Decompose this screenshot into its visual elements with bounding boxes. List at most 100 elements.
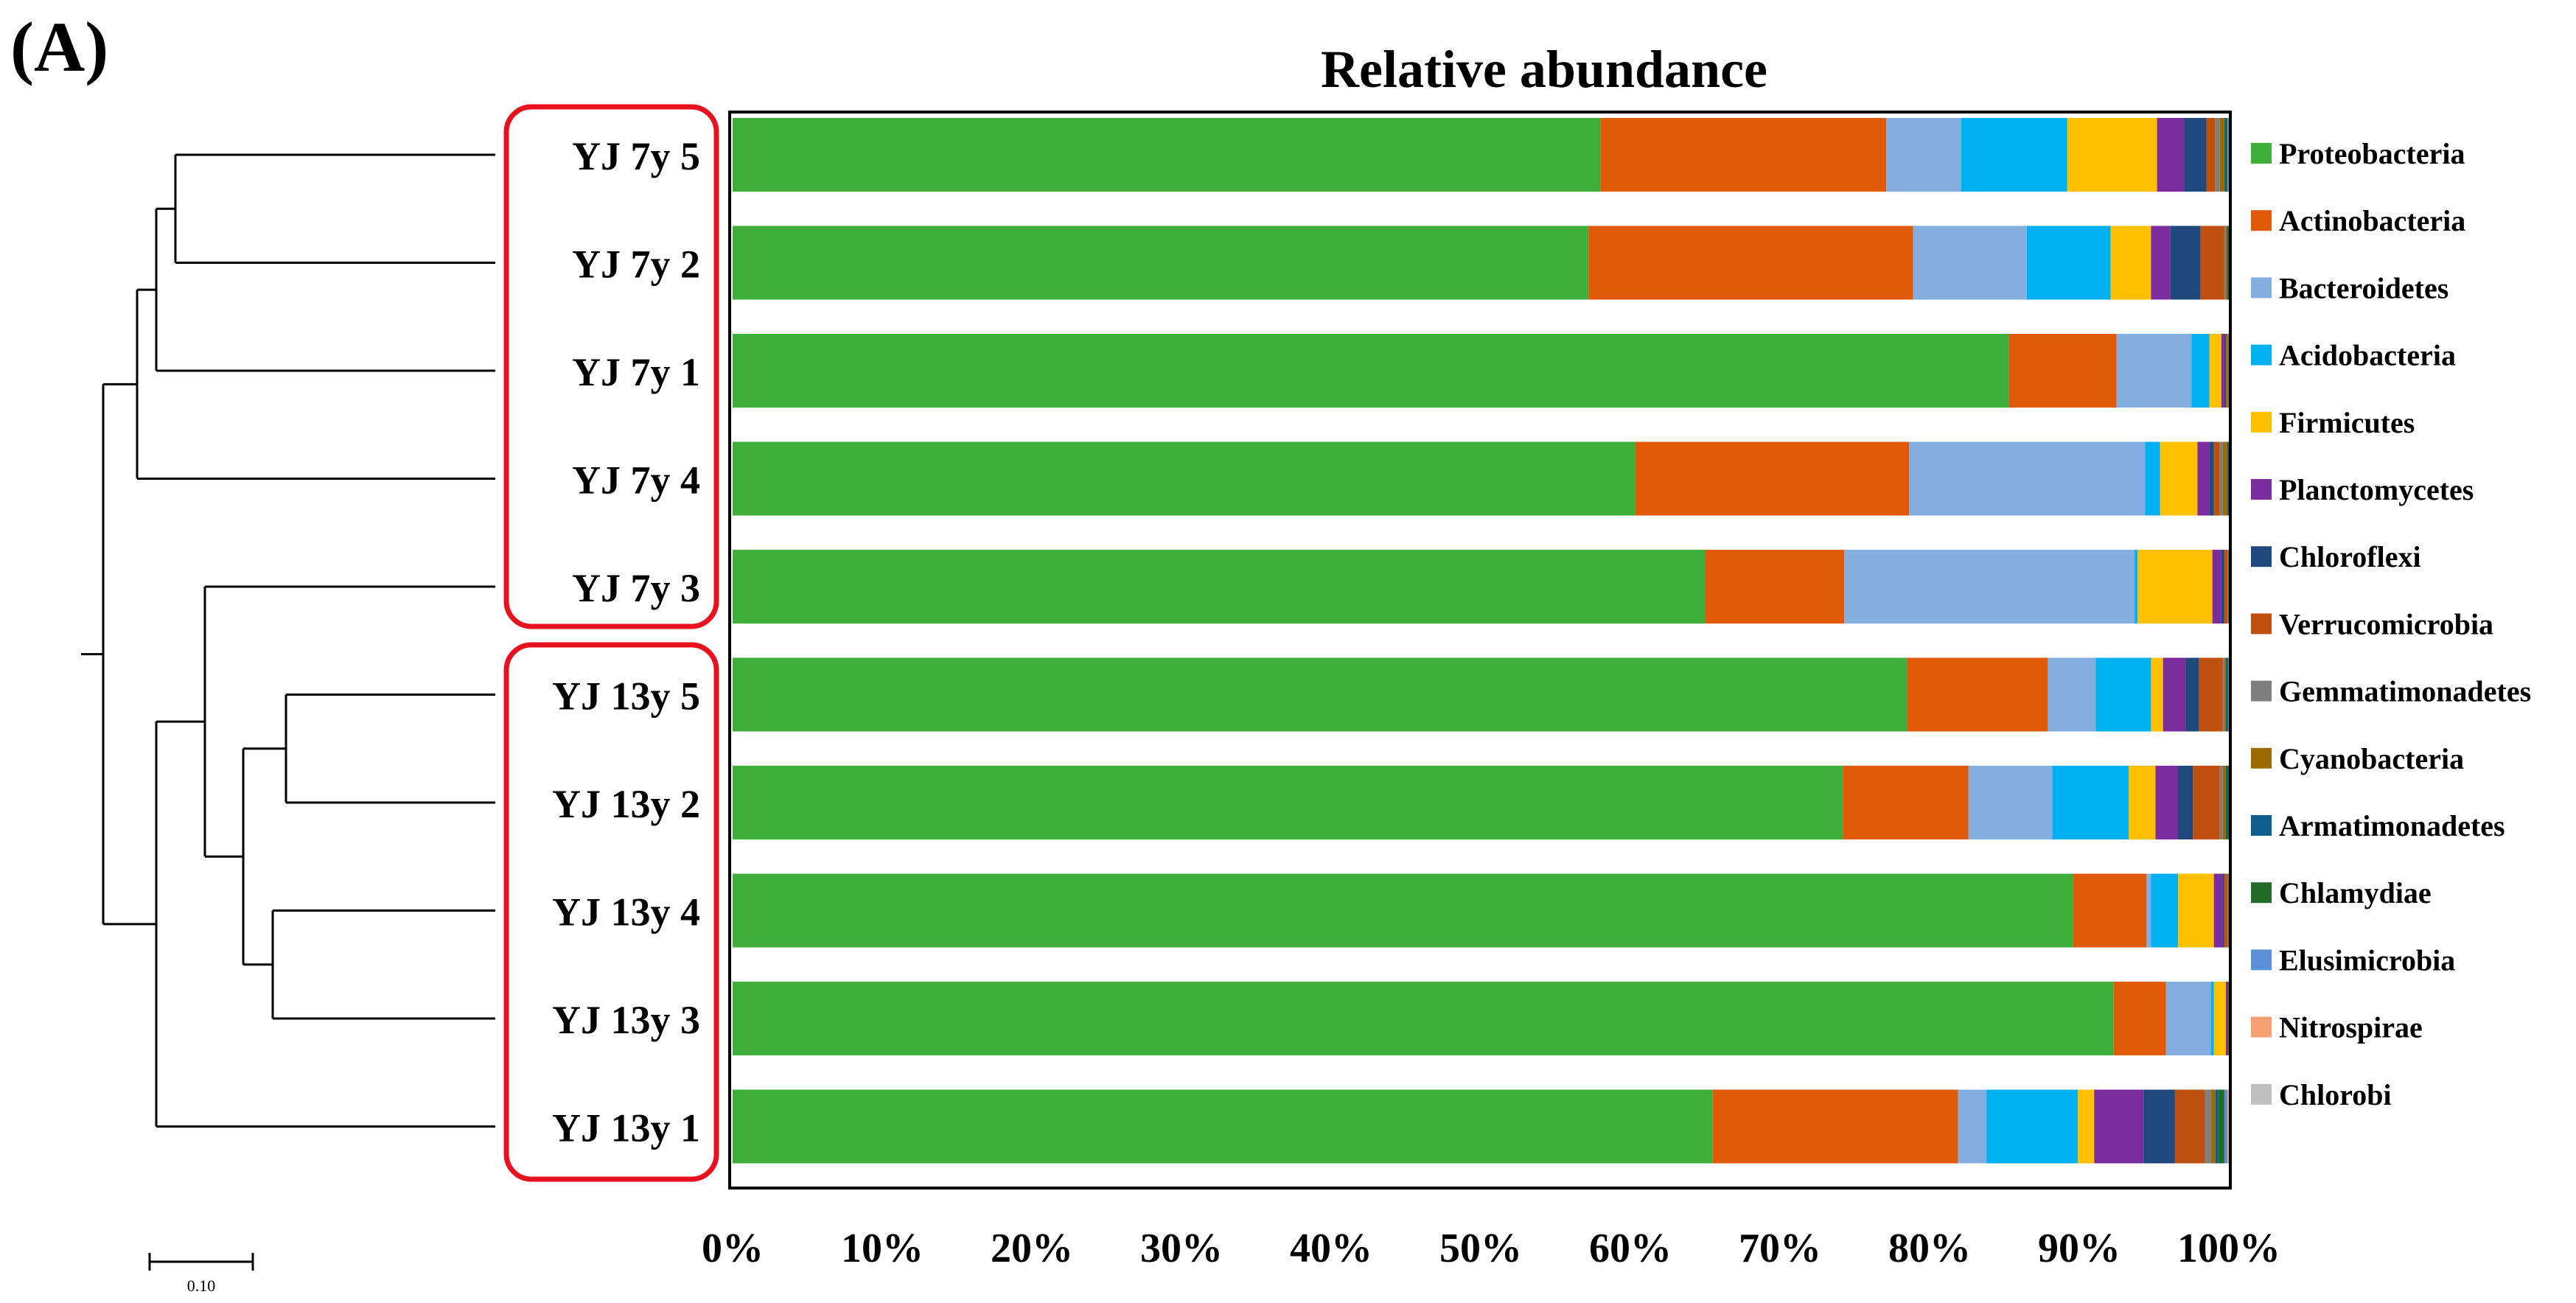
bar-segment-proteobacteria <box>733 226 1589 300</box>
bar-segment-verrucomicrobia <box>2225 334 2227 408</box>
bar-segment-cyanobacteria <box>2222 766 2226 839</box>
bar-segment-planctomycetes <box>2157 118 2185 192</box>
bar-segment-acidobacteria <box>1986 1089 2078 1164</box>
bar-row-yj-13y-5 <box>733 657 2229 732</box>
bar-segment-proteobacteria <box>733 441 1636 516</box>
bar-segment-firmicutes <box>2137 550 2213 623</box>
bar-segment-armatimonadetes <box>2225 766 2227 839</box>
bar-segment-actinobacteria <box>2008 334 2117 408</box>
bar-segment-proteobacteria <box>733 334 2009 408</box>
group-box-13y <box>503 642 719 1182</box>
bar-row-yj-13y-4 <box>733 873 2229 948</box>
legend-swatch-elusimicrobia <box>2251 949 2272 971</box>
legend-label: Actinobacteria <box>2279 204 2465 237</box>
legend-swatch-chlamydiae <box>2251 882 2272 904</box>
bar-segment-bacteroidetes <box>1844 550 2135 623</box>
bar-segment-proteobacteria <box>733 657 1907 732</box>
x-tick-label: 20% <box>991 1226 1073 1271</box>
bar-segment-verrucomicrobia <box>2174 1089 2205 1164</box>
bar-segment-gemmatimonadetes <box>2219 441 2223 516</box>
bar-segment-actinobacteria <box>1635 441 1910 516</box>
bar-segment-firmicutes <box>2128 766 2156 839</box>
bar-segment-acidobacteria <box>2026 226 2111 300</box>
legend-label: Firmicutes <box>2279 406 2415 439</box>
x-tick-label: 10% <box>841 1226 924 1271</box>
bar-segment-gemmatimonadetes <box>2227 873 2228 948</box>
legend-label: Planctomycetes <box>2279 473 2474 506</box>
bar-segment-firmicutes <box>2067 118 2157 192</box>
bar-row-yj-13y-3 <box>733 982 2229 1055</box>
bar-segment-bacteroidetes <box>2116 334 2192 408</box>
bar-segment-chlamydiae <box>2227 657 2228 732</box>
bar-segment-gemmatimonadetes <box>2215 118 2220 192</box>
bar-segment-actinobacteria <box>1705 550 1845 623</box>
chart-title: Relative abundance <box>1321 40 1767 99</box>
plot-frame <box>728 111 2232 1190</box>
bar-segment-gemmatimonadetes <box>2219 766 2223 839</box>
sample-label: YJ 7y 1 <box>572 350 700 394</box>
bar-segment-firmicutes <box>2209 334 2221 408</box>
bar-segment-planctomycetes <box>2151 226 2171 300</box>
legend-swatch-nitrospirae <box>2251 1016 2272 1038</box>
legend-swatch-chloroflexi <box>2251 546 2272 567</box>
bar-segment-acidobacteria <box>2210 982 2214 1055</box>
bar-segment-cyanobacteria <box>2227 334 2229 408</box>
bar-segment-armatimonadetes <box>2227 441 2229 516</box>
bar-segment-chloroflexi <box>2170 226 2201 300</box>
bar-row-yj-7y-5 <box>733 118 2229 192</box>
bar-segment-gemmatimonadetes <box>2227 334 2228 408</box>
bar-segment-actinobacteria <box>1712 1089 1958 1164</box>
sample-label: YJ 7y 2 <box>572 242 700 287</box>
bar-segment-planctomycetes <box>2225 982 2227 1055</box>
bar-segment-chloroflexi <box>2185 657 2199 732</box>
bar-row-yj-7y-4 <box>733 441 2229 516</box>
group-boxes <box>503 104 719 1182</box>
sample-label: YJ 13y 2 <box>552 782 700 826</box>
bar-segment-chlamydiae <box>2218 1089 2224 1164</box>
legend-swatch-verrucomicrobia <box>2251 613 2272 635</box>
x-tick-label: 80% <box>1888 1226 1971 1271</box>
bar-segment-bacteroidetes <box>2165 982 2211 1055</box>
bar-segment-verrucomicrobia <box>2224 550 2227 623</box>
bar-segment-proteobacteria <box>733 1089 1713 1164</box>
bar-segment-armatimonadetes <box>2227 226 2228 300</box>
bar-row-yj-7y-3 <box>733 550 2229 623</box>
x-tick-label: 70% <box>1739 1226 1821 1271</box>
bar-segment-chlamydiae <box>2227 226 2229 300</box>
bar-segment-armatimonadetes <box>2224 118 2226 192</box>
bar-row-yj-7y-2 <box>733 226 2229 300</box>
bar-segment-verrucomicrobia <box>2193 766 2220 839</box>
bar-segment-chloroflexi <box>2177 766 2193 839</box>
bar-segment-verrucomicrobia <box>2224 873 2227 948</box>
bar-segment-cyanobacteria <box>2227 873 2229 948</box>
sample-label: YJ 7y 4 <box>572 458 700 503</box>
legend-swatch-bacteroidetes <box>2251 277 2272 298</box>
bar-segment-elusimicrobia <box>2227 118 2229 192</box>
bar-segment-verrucomicrobia <box>2227 982 2229 1055</box>
legend-swatch-gemmatimonadetes <box>2251 680 2272 702</box>
x-tick-label: 0% <box>702 1226 764 1271</box>
legend-swatch-firmicutes <box>2251 411 2272 433</box>
legend-swatch-planctomycetes <box>2251 479 2272 500</box>
x-tick-label: 30% <box>1140 1226 1223 1271</box>
bar-segment-cyanobacteria <box>2222 441 2227 516</box>
bar-row-yj-7y-1 <box>733 334 2229 408</box>
bar-segment-proteobacteria <box>733 873 2073 948</box>
bar-segment-armatimonadetes <box>2215 1089 2219 1164</box>
bar-segment-actinobacteria <box>1600 118 1887 192</box>
bar-segment-bacteroidetes <box>1968 766 2053 839</box>
bar-segment-actinobacteria <box>1588 226 1913 300</box>
bar-segment-proteobacteria <box>733 766 1843 839</box>
legend: Proteobacteria Actinobacteria Bacteroidete… <box>2251 137 2531 1111</box>
x-tick-label: 60% <box>1589 1226 1672 1271</box>
legend-label: Proteobacteria <box>2279 137 2465 170</box>
legend-swatch-armatimonadetes <box>2251 815 2272 836</box>
bar-segment-firmicutes <box>2151 657 2163 732</box>
bar-segment-cyanobacteria <box>2219 118 2224 192</box>
bar-segment-cyanobacteria <box>2210 1089 2216 1164</box>
bar-segment-gemmatimonadetes <box>2222 657 2224 732</box>
bar-segment-proteobacteria <box>733 550 1706 623</box>
group-box-7y <box>503 104 719 629</box>
x-tick-label: 100% <box>2177 1226 2280 1271</box>
